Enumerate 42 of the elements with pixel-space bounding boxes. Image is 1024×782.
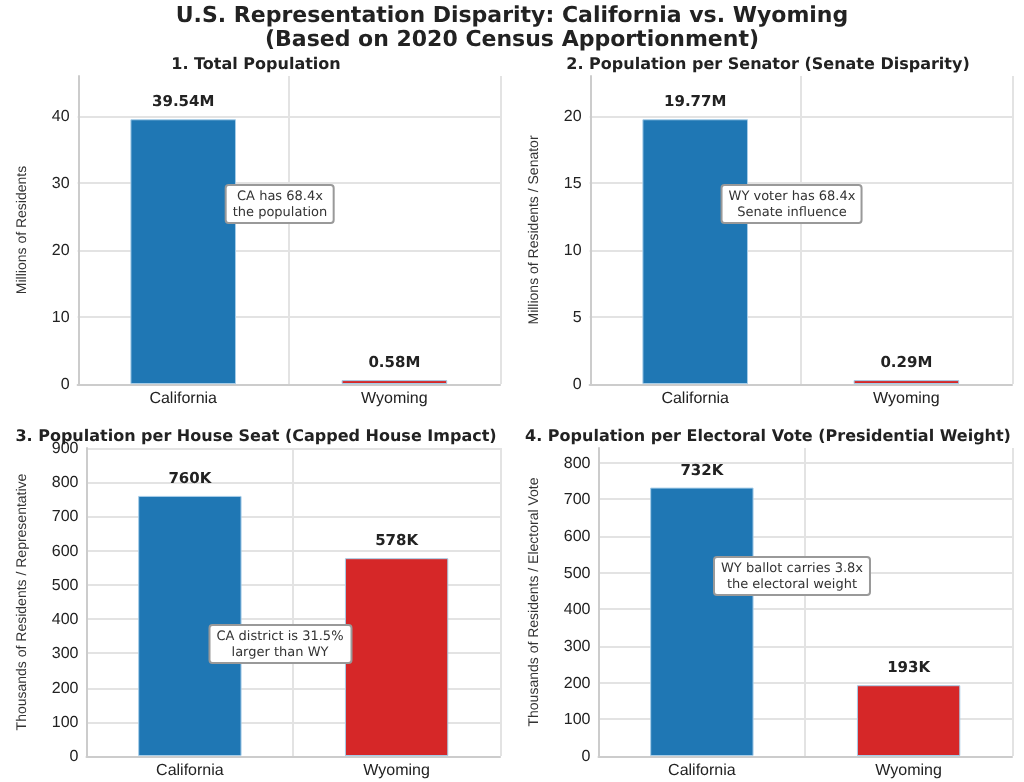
y-tick-label: 500 bbox=[51, 575, 80, 594]
y-tick-label: 200 bbox=[51, 678, 80, 697]
chart-title: 4. Population per Electoral Vote (Presidential Weight) bbox=[525, 427, 1011, 445]
y-tick-label: 400 bbox=[563, 600, 592, 619]
y-tick-label: 0 bbox=[572, 375, 583, 393]
chart-title: 3. Population per House Seat (Capped House Impact) bbox=[15, 427, 497, 445]
x-tick-label: California bbox=[156, 761, 225, 779]
y-tick-label: 600 bbox=[51, 541, 80, 560]
x-tick-label: Wyoming bbox=[363, 761, 430, 779]
y-tick-label: 15 bbox=[563, 174, 583, 193]
y-tick-label: 100 bbox=[51, 712, 80, 731]
y-tick-label: 20 bbox=[51, 241, 71, 260]
y-tick-label: 400 bbox=[51, 610, 80, 629]
y-tick-label: 700 bbox=[51, 507, 80, 526]
x-tick-label: California bbox=[668, 761, 737, 779]
x-tick-label: Wyoming bbox=[361, 389, 428, 407]
y-tick-label: 0 bbox=[581, 747, 592, 765]
chart-title: 2. Population per Senator (Senate Disparity) bbox=[566, 55, 970, 73]
y-tick-label: 0 bbox=[69, 747, 80, 765]
y-tick-label: 5 bbox=[572, 308, 583, 327]
y-tick-label: 800 bbox=[563, 453, 592, 472]
y-tick-label: 900 bbox=[51, 439, 80, 457]
y-tick-label: 300 bbox=[51, 644, 80, 663]
y-tick-label: 700 bbox=[563, 490, 592, 509]
chart-title: 1. Total Population bbox=[171, 55, 342, 73]
y-tick-label: 40 bbox=[51, 107, 71, 126]
y-tick-label: 200 bbox=[563, 673, 592, 692]
x-tick-label: Wyoming bbox=[875, 761, 942, 779]
x-tick-label: California bbox=[661, 389, 731, 407]
y-tick-label: 10 bbox=[563, 241, 583, 260]
y-tick-label: 10 bbox=[51, 308, 71, 327]
y-tick-label: 30 bbox=[51, 174, 71, 193]
x-tick-label: Wyoming bbox=[873, 389, 940, 407]
y-tick-label: 20 bbox=[563, 107, 583, 126]
y-tick-label: 600 bbox=[563, 527, 592, 545]
x-tick-label: California bbox=[149, 389, 219, 407]
text: U.S. Representation Disparity: California vs. Wyoming (Based on 2020 Census Apportionment) bbox=[173, 2, 851, 52]
y-tick-label: 100 bbox=[563, 710, 592, 729]
y-tick-label: 0 bbox=[60, 375, 71, 393]
y-tick-label: 300 bbox=[563, 637, 592, 655]
y-tick-label: 800 bbox=[51, 473, 80, 492]
y-tick-label: 500 bbox=[563, 563, 592, 582]
